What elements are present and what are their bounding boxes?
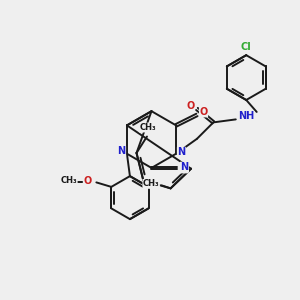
Text: CH₃: CH₃ (139, 123, 156, 132)
Text: N: N (118, 146, 126, 156)
Text: N: N (177, 147, 185, 157)
Text: CH₃: CH₃ (61, 176, 77, 185)
Text: N: N (180, 162, 188, 172)
Text: O: O (186, 101, 194, 111)
Text: NH: NH (238, 111, 254, 122)
Text: O: O (83, 176, 92, 186)
Text: O: O (200, 107, 208, 117)
Text: O: O (179, 163, 188, 173)
Text: Cl: Cl (241, 42, 252, 52)
Text: CH₃: CH₃ (143, 179, 160, 188)
